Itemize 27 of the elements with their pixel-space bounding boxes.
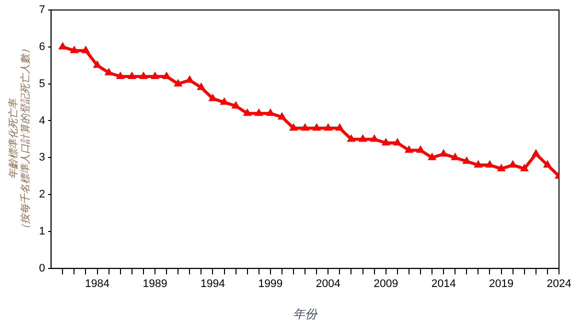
point (140, 72, 147, 79)
y-tick-label: 2 (38, 188, 46, 201)
point (163, 72, 170, 79)
x-tick-label: 2004 (316, 278, 340, 290)
point (232, 102, 240, 108)
y-axis-title: 年齡標準化死亡率（按每千名標準人口計算的登記死亡人數） (8, 44, 32, 234)
x-tick-label: 2019 (489, 278, 514, 290)
x-tick-label: 1984 (85, 278, 110, 290)
x-tick-label: 1999 (258, 278, 283, 290)
x-tick-label: 2024 (546, 278, 572, 290)
y-tick-label: 6 (38, 40, 46, 53)
point (128, 72, 136, 79)
y-tick-label: 3 (38, 152, 46, 164)
point (117, 72, 124, 79)
point (152, 72, 158, 79)
y-tick-label: 7 (38, 4, 46, 16)
x-tick-label: 1989 (142, 278, 168, 290)
x-axis-title: 年份 (293, 306, 318, 321)
y-tick-label: 1 (38, 226, 46, 238)
point (440, 150, 447, 156)
y-tick-label: 5 (38, 78, 46, 90)
x-tick-label: 2009 (374, 278, 398, 290)
point (532, 150, 540, 156)
y-tick-label: 0 (38, 262, 46, 274)
y-tick-label: 4 (38, 114, 46, 127)
x-tick-label: 2014 (431, 278, 456, 290)
x-tick-label: 1994 (200, 278, 225, 290)
